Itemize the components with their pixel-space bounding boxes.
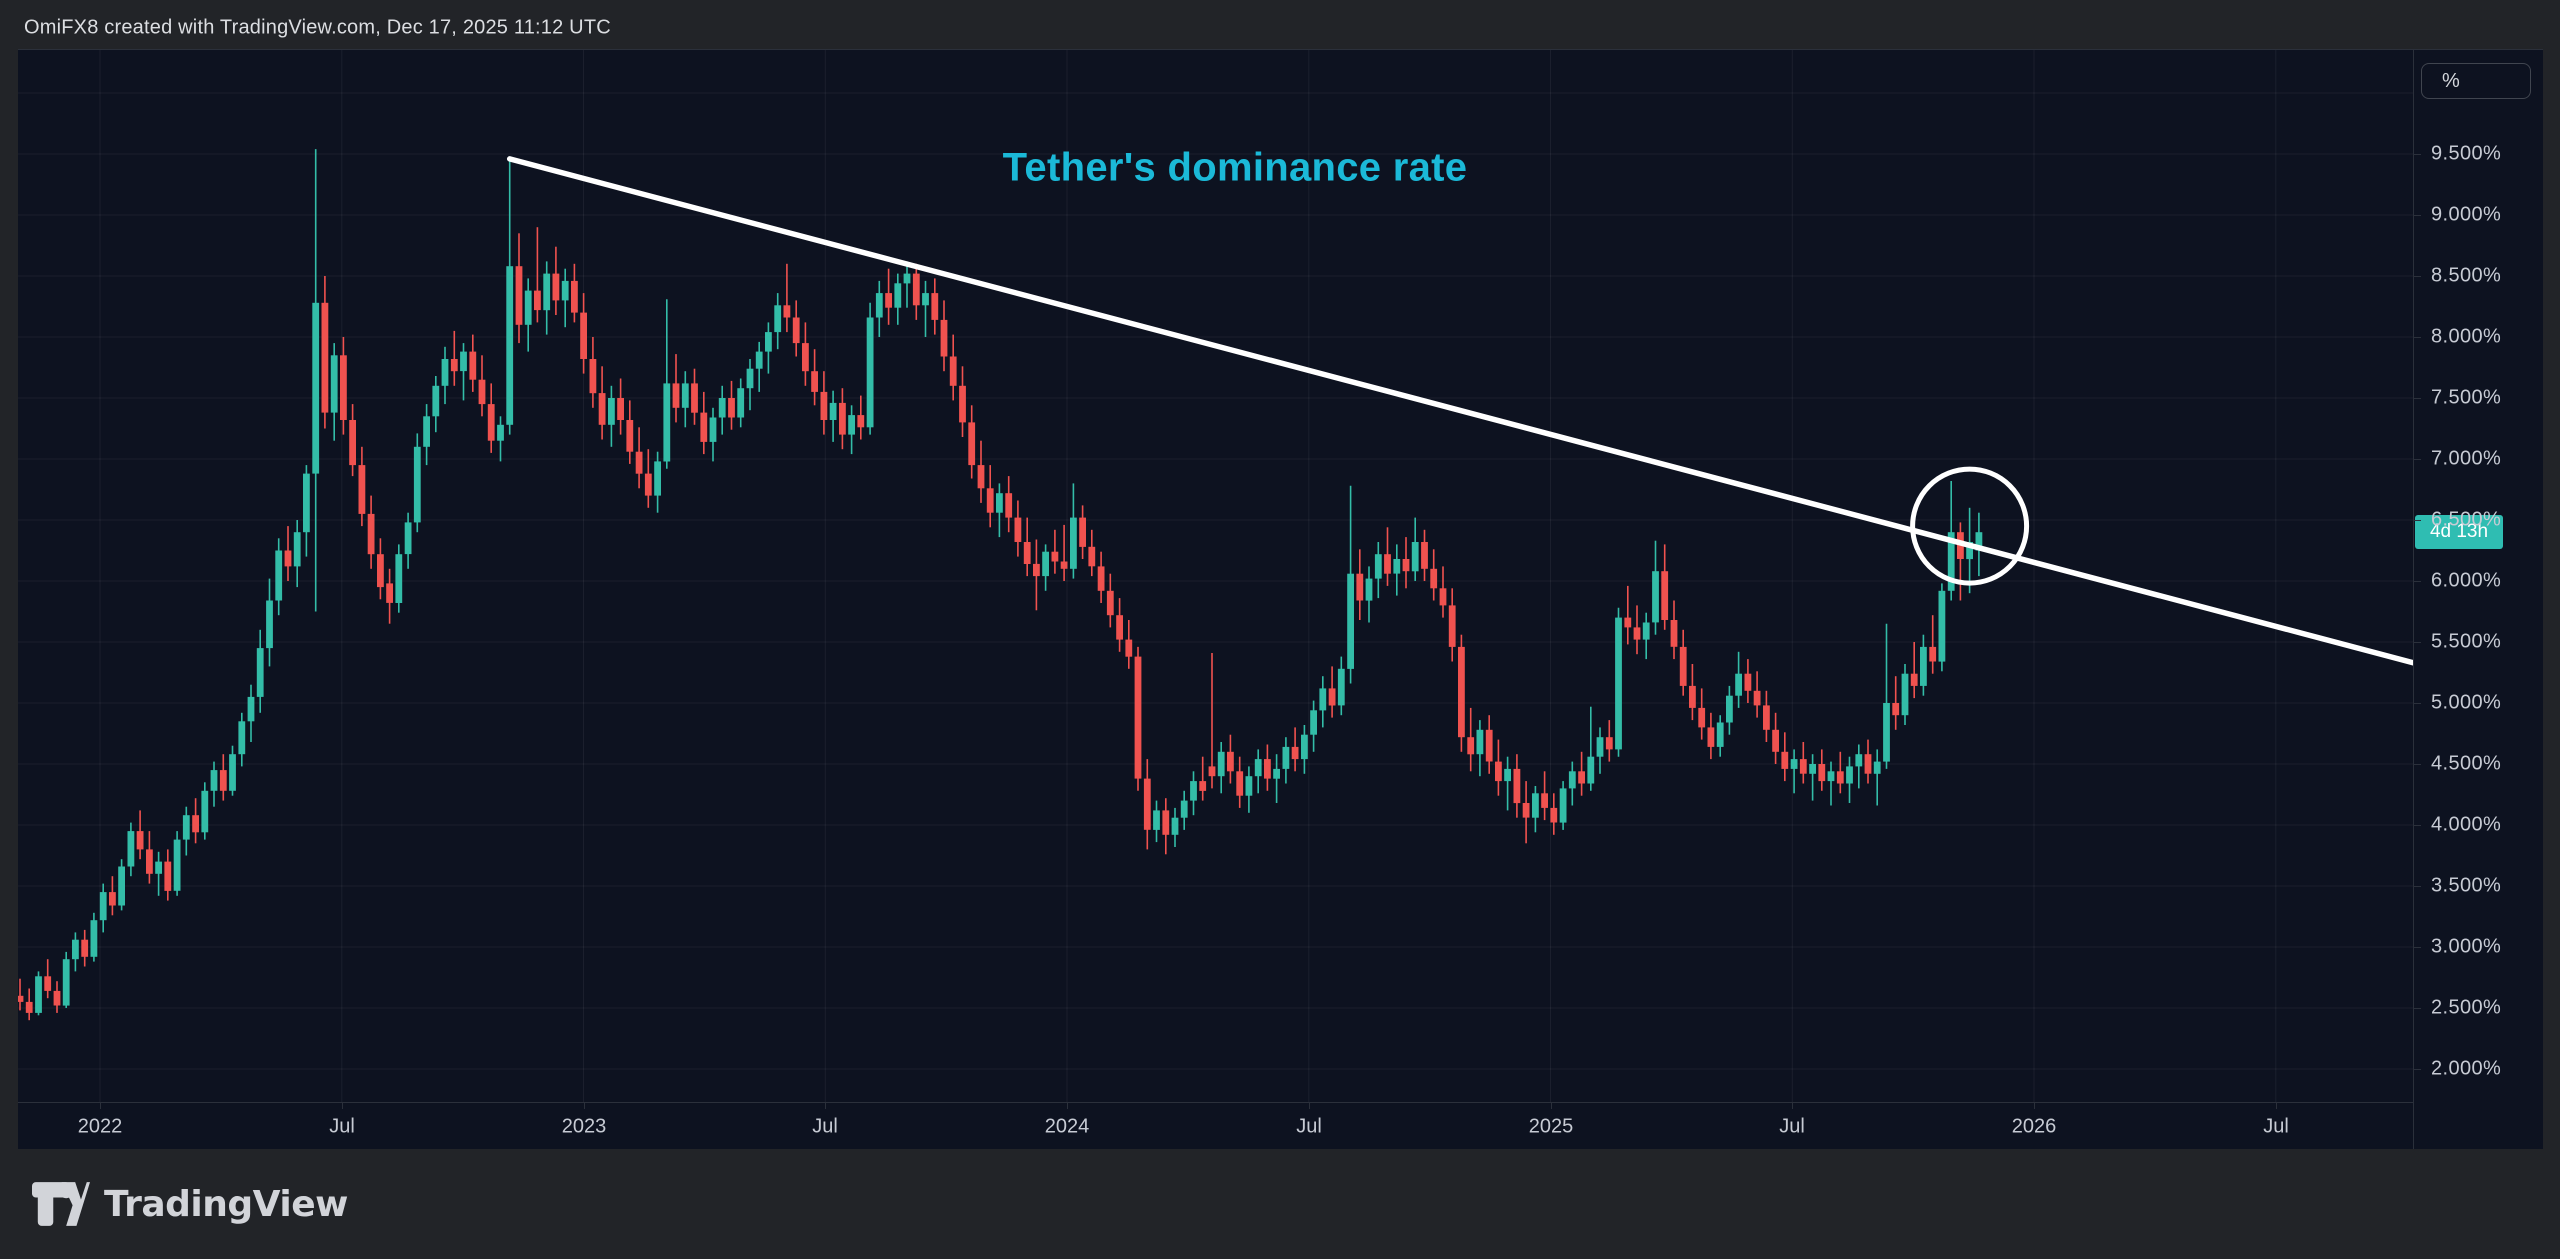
price-axis-tick <box>2414 276 2421 277</box>
time-axis[interactable]: 2022 Jul 2023 Jul 2024 Jul 2025 Jul 2026 Jul <box>18 1102 2413 1150</box>
grid-layer <box>18 50 2413 1103</box>
price-tick-label: 7.500% <box>2431 386 2502 409</box>
price-axis-tick <box>2414 1069 2421 1070</box>
price-axis-tick <box>2414 642 2421 643</box>
time-axis-tick <box>1067 1103 1068 1109</box>
time-tick-label: 2024 <box>1044 1115 1090 1137</box>
price-axis[interactable]: % 4d 13h 9.500% 9.000% 8.500% 8.000% 7.500% 7… <box>2413 49 2543 1150</box>
price-axis-tick <box>2414 215 2421 216</box>
price-axis-tick <box>2414 825 2421 826</box>
price-tick-label: 2.000% <box>2431 1057 2502 1080</box>
time-axis-tick <box>825 1103 826 1109</box>
time-axis-tick <box>2276 1103 2277 1109</box>
countdown-badge: 4d 13h <box>2415 515 2503 549</box>
price-tick-label: 3.500% <box>2431 874 2502 897</box>
price-axis-tick <box>2414 1008 2421 1009</box>
unit-button[interactable]: % <box>2421 63 2531 99</box>
price-tick-label: 5.500% <box>2431 630 2502 653</box>
tradingview-logo-wordmark: TradingView <box>104 1183 348 1225</box>
time-tick-label: Jul <box>2263 1115 2289 1137</box>
time-tick-label: 2025 <box>1528 1115 1574 1137</box>
time-axis-tick <box>2034 1103 2035 1109</box>
time-axis-tick <box>342 1103 343 1109</box>
tradingview-logo-icon <box>32 1182 90 1226</box>
price-axis-tick <box>2414 947 2421 948</box>
footer-bar: TradingView <box>0 1149 2560 1259</box>
price-tick-label: 4.500% <box>2431 752 2502 775</box>
price-axis-tick <box>2414 520 2421 521</box>
time-axis-tick <box>100 1103 101 1109</box>
price-axis-tick <box>2414 398 2421 399</box>
price-tick-label: 4.000% <box>2431 813 2502 836</box>
time-tick-label: 2026 <box>2011 1115 2057 1137</box>
chart-title-annotation[interactable]: Tether's dominance rate <box>1002 145 1468 190</box>
price-axis-tick <box>2414 886 2421 887</box>
time-tick-label: Jul <box>1779 1115 1805 1137</box>
price-axis-tick <box>2414 154 2421 155</box>
time-axis-tick <box>1309 1103 1310 1109</box>
circle-annotation[interactable] <box>1910 466 2030 586</box>
header-title: OmiFX8 created with TradingView.com, Dec… <box>24 16 611 39</box>
trendline-annotation[interactable] <box>506 156 2413 666</box>
time-tick-label: Jul <box>812 1115 838 1137</box>
time-tick-label: 2023 <box>561 1115 607 1137</box>
tradingview-logo[interactable]: TradingView <box>32 1182 348 1226</box>
chart-canvas[interactable] <box>18 50 2413 1103</box>
price-tick-label: 8.000% <box>2431 325 2502 348</box>
time-axis-tick <box>584 1103 585 1109</box>
price-axis-tick <box>2414 703 2421 704</box>
price-tick-label: 2.500% <box>2431 996 2502 1019</box>
price-tick-label: 9.000% <box>2431 203 2502 226</box>
price-axis-tick <box>2414 337 2421 338</box>
header-bar: OmiFX8 created with TradingView.com, Dec… <box>0 0 2560 49</box>
time-axis-tick <box>1792 1103 1793 1109</box>
price-tick-label: 9.500% <box>2431 142 2502 165</box>
price-tick-label: 5.000% <box>2431 691 2502 714</box>
time-tick-label: 2022 <box>77 1115 123 1137</box>
time-axis-tick <box>1551 1103 1552 1109</box>
price-tick-label: 6.500% <box>2431 508 2502 531</box>
price-axis-tick <box>2414 459 2421 460</box>
price-tick-label: 6.000% <box>2431 569 2502 592</box>
price-tick-label: 7.000% <box>2431 447 2502 470</box>
price-tick-label: 8.500% <box>2431 264 2502 287</box>
price-axis-tick <box>2414 581 2421 582</box>
chart-plot-area[interactable]: Tether's dominance rate <box>18 49 2413 1103</box>
price-axis-tick <box>2414 764 2421 765</box>
time-tick-label: Jul <box>329 1115 355 1137</box>
time-tick-label: Jul <box>1296 1115 1322 1137</box>
candlestick-series[interactable] <box>18 149 1983 1021</box>
price-tick-label: 3.000% <box>2431 935 2502 958</box>
